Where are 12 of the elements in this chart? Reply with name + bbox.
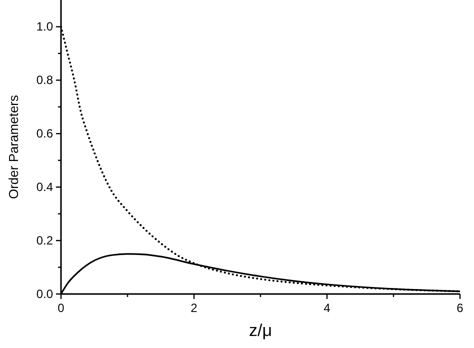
y-tick-label: 0.4 (36, 180, 54, 194)
y-tick-label: 1.0 (36, 20, 54, 34)
x-tick-label: 6 (456, 301, 464, 315)
y-tick-label: 0.8 (36, 73, 54, 88)
x-tick-label: 4 (324, 301, 331, 315)
x-tick-label: 0 (58, 301, 65, 315)
y-tick-label: 0.2 (36, 234, 54, 248)
y-axis-title: Order Parameters (6, 94, 21, 200)
y-tick-label: 0.0 (36, 287, 54, 301)
y-tick-label: 0.6 (36, 126, 54, 141)
x-axis-title: z/μ (248, 321, 272, 340)
x-tick-label: 2 (190, 301, 198, 315)
